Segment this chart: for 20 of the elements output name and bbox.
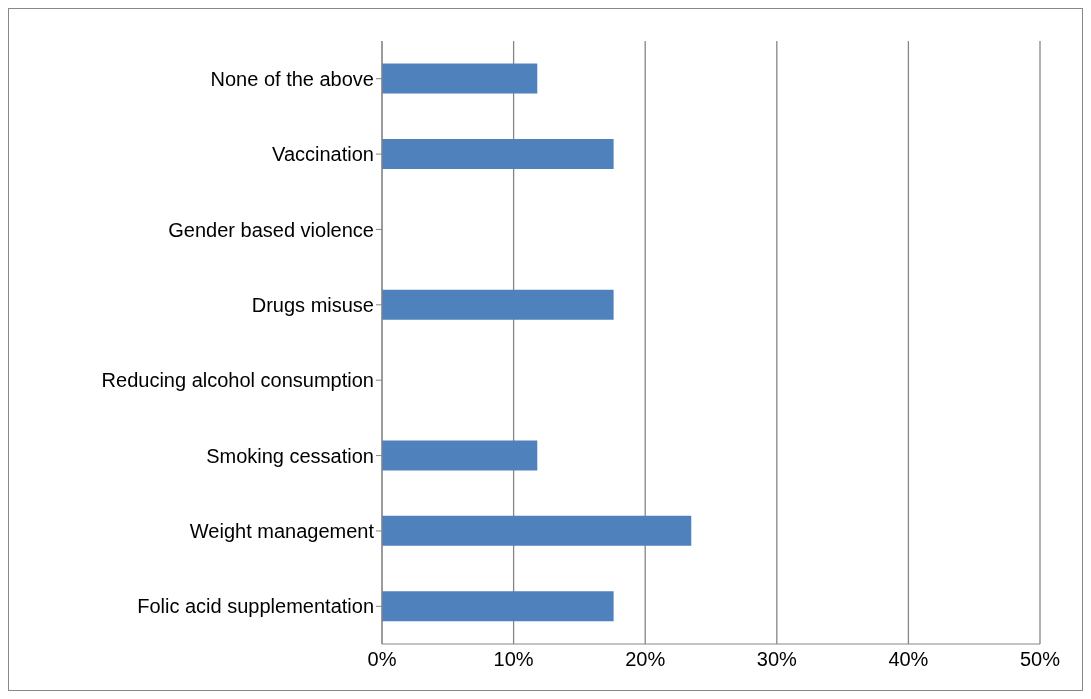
y-tick-label: Weight management [189,520,375,543]
y-tick-label: Reducing alcohol consumption [101,369,374,392]
y-tick-label: Vaccination [272,143,374,166]
x-tick-label: 30% [756,648,798,671]
bar [382,440,538,471]
bar [382,515,692,546]
bar [382,591,614,622]
x-tick-label: 0% [367,648,397,671]
y-tick-label: Drugs misuse [251,293,374,316]
bar [382,289,614,320]
x-tick-label: 40% [888,648,929,671]
x-tick-label: 10% [493,648,534,671]
bar [382,138,614,169]
x-tick-label: 20% [625,648,666,671]
y-tick-label: Smoking cessation [206,444,374,467]
bar [382,63,538,94]
x-tick-label: 50% [1019,648,1061,671]
y-tick-label: Folic acid supplementation [137,595,374,618]
y-tick-label: None of the above [210,67,374,90]
y-tick-label: Gender based violence [168,218,374,241]
